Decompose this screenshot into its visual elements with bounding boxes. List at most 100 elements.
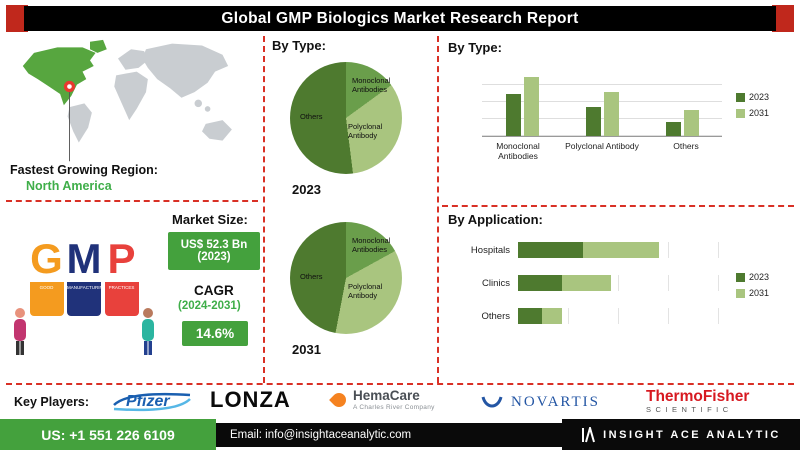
pfizer-text: Pfizer: [126, 393, 170, 410]
page-title: Global GMP Biologics Market Research Rep…: [24, 6, 776, 31]
pie-section-heading: By Type:: [272, 38, 326, 53]
legend-item: 2031: [736, 288, 769, 298]
novartis-logo: NOVARTIS: [480, 394, 600, 411]
bar-segment-2031: [542, 308, 563, 324]
key-players-section: Key Players: Pfizer LONZA HemaCare A Cha…: [0, 386, 800, 418]
world-map: [22, 39, 232, 162]
pie-label-monoclonal: Monoclonal Antibodies: [352, 76, 391, 94]
bar-group: [505, 68, 539, 136]
divider-left-column: [6, 200, 258, 202]
header-accent-right: [772, 5, 794, 32]
pie-label-polyclonal: Polyclonal Antibody: [348, 122, 383, 140]
person-figure-left-icon: [14, 308, 26, 355]
thermofisher-text: ThermoFisher: [646, 388, 750, 405]
novartis-text: NOVARTIS: [511, 394, 601, 410]
hemacare-subtext: A Charles River Company: [353, 403, 435, 411]
bar-track: [518, 242, 720, 258]
bar-row-clinics: Clinics: [448, 275, 720, 291]
person-figure-right-icon: [142, 308, 154, 355]
email-bar: Email: info@insightaceanalytic.com: [216, 423, 562, 447]
legend-swatch: [736, 92, 745, 102]
novartis-arc-icon: [481, 395, 503, 407]
legend-swatch: [736, 272, 745, 282]
category-label: Monoclonal Antibodies: [496, 141, 540, 162]
bytype-bar-chart: [482, 68, 722, 137]
header: Global GMP Biologics Market Research Rep…: [6, 5, 794, 32]
phone-badge: US: +1 551 226 6109: [0, 419, 216, 450]
bar-segment-2031: [582, 242, 660, 258]
pie-year-2023: 2023: [292, 182, 321, 197]
bar-track: [518, 308, 720, 324]
hemacare-drop-icon: [329, 390, 349, 410]
bytype-category-labels: Monoclonal Antibodies Polyclonal Antibody…: [476, 141, 728, 161]
bar-group: [665, 68, 699, 136]
legend-label: 2031: [749, 288, 770, 298]
bar-2031: [523, 77, 539, 136]
gmp-letter-p: P: [107, 235, 136, 282]
pie-chart-2023: [290, 62, 402, 174]
byapp-bar-chart: Hospitals Clinics Others: [448, 242, 720, 341]
bar-row-others: Others: [448, 308, 720, 324]
bar-row-hospitals: Hospitals: [448, 242, 720, 258]
legend-label: 2023: [749, 92, 770, 102]
legend-item: 2031: [736, 108, 769, 118]
gmp-ribbon-practices: PRACTICES: [104, 282, 139, 316]
bytype-heading: By Type:: [448, 40, 502, 55]
bar-segment-2031: [562, 275, 611, 291]
market-size-value: US$ 52.3 Bn (2023): [180, 239, 248, 263]
insight-ace-logo-icon: [582, 426, 596, 442]
email-text: Email: info@insightaceanalytic.com: [230, 429, 412, 441]
bar-row-label: Hospitals: [470, 244, 510, 256]
bar-2023: [505, 94, 521, 136]
gmp-ribbon-manufacturing: MANUFACTURING: [67, 282, 101, 316]
bar-group: [585, 68, 619, 136]
brand-box: INSIGHT ACE ANALYTIC: [562, 419, 800, 450]
divider-vertical-right: [437, 36, 439, 383]
location-pin-icon: [63, 80, 76, 93]
bar-segment-2023: [518, 275, 563, 291]
bar-row-label: Clinics: [482, 277, 510, 289]
gmp-letter-g: G: [30, 235, 63, 282]
bar-row-label: Others: [481, 310, 510, 322]
legend-label: 2023: [749, 272, 770, 282]
bar-track: [518, 275, 720, 291]
divider-bottom: [6, 383, 794, 385]
gmp-ribbon-good: GOOD: [29, 282, 64, 316]
hemacare-logo: HemaCare A Charles River Company: [329, 388, 435, 411]
pie-label-others: Others: [300, 112, 323, 121]
byapp-legend: 2023 2031: [736, 272, 769, 298]
pie-chart-2023-block: Monoclonal Antibodies Polyclonal Antibod…: [268, 56, 436, 214]
bar-segment-2023: [518, 308, 543, 324]
market-size-label: Market Size:: [172, 212, 248, 227]
fastest-region-label: Fastest Growing Region:: [10, 163, 158, 177]
bar-2031: [603, 92, 619, 136]
market-size-badge: US$ 52.3 Bn (2023): [168, 232, 260, 270]
thermofisher-logo: ThermoFisher SCIENTIFIC: [646, 388, 749, 414]
pie-chart-2031: [290, 222, 402, 334]
legend-item: 2023: [736, 92, 769, 102]
divider-right-column: [442, 205, 794, 207]
thermofisher-subtext: SCIENTIFIC: [646, 405, 733, 415]
gmp-illustration: G GOOD M MANUFACTURING P PRACTICES: [8, 224, 160, 360]
divider-vertical-left: [263, 36, 265, 383]
cagr-period: (2024-2031): [178, 300, 241, 312]
bar-segment-2023: [518, 242, 583, 258]
pfizer-swoosh-icon: [113, 392, 191, 412]
pie-label-polyclonal: Polyclonal Antibody: [348, 282, 383, 300]
hemacare-text: HemaCare: [353, 388, 420, 403]
bytype-legend: 2023 2031: [736, 92, 769, 118]
legend-label: 2031: [749, 108, 770, 118]
bar-2023: [665, 122, 681, 136]
pie-label-monoclonal: Monoclonal Antibodies: [352, 236, 391, 254]
bar-2031: [683, 109, 699, 136]
legend-swatch: [736, 108, 745, 118]
header-accent-left: [6, 5, 28, 32]
cagr-label: CAGR: [194, 283, 234, 298]
legend-swatch: [736, 288, 745, 298]
pfizer-logo: Pfizer: [110, 389, 194, 415]
category-label: Others: [673, 141, 699, 151]
byapp-heading: By Application:: [448, 212, 543, 227]
brand-text: INSIGHT ACE ANALYTIC: [603, 428, 781, 441]
gmp-letter-m: M: [66, 235, 102, 282]
category-label: Polyclonal Antibody: [565, 141, 639, 151]
